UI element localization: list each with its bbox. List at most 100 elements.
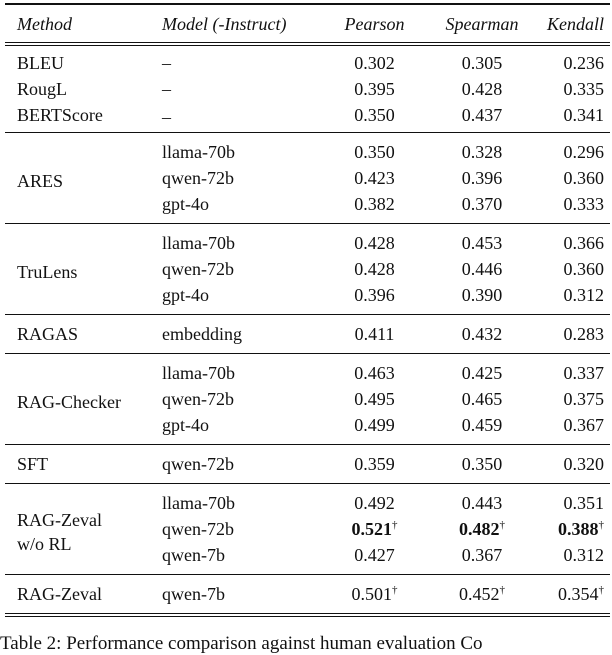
- method-cell: BLEU: [17, 53, 64, 73]
- model-cell: qwen-72b: [162, 168, 234, 188]
- method-line: w/o RL: [17, 534, 72, 554]
- kendall-cell: 0.236: [537, 44, 610, 76]
- pearson-value: 0.302: [354, 53, 395, 73]
- kendall-cell: 0.296: [537, 133, 610, 166]
- spearman-value: 0.432: [461, 324, 503, 344]
- table-row: qwen-72b 0.423 0.396 0.360: [5, 165, 610, 191]
- kendall-value: 0.351: [563, 493, 605, 513]
- spearman-value: 0.437: [461, 105, 503, 125]
- kendall-value: 0.312: [563, 285, 605, 305]
- pearson-cell: 0.350: [322, 102, 427, 133]
- spearman-value: 0.443: [461, 493, 503, 513]
- pearson-cell: 0.428: [322, 256, 427, 282]
- spearman-cell: 0.452†: [427, 575, 537, 616]
- header-method: Method: [5, 3, 162, 46]
- method-cell: RAG-Zeval w/o RL: [5, 484, 162, 575]
- table-group: RAG-Zeval w/o RL llama-70b 0.492 0.443 0.351 q…: [5, 483, 610, 575]
- table-row: RAGAS embedding 0.411 0.432 0.283: [5, 315, 610, 354]
- kendall-value: 0.360: [563, 168, 605, 188]
- pearson-value: 0.350: [354, 142, 395, 162]
- method-cell: ARES: [17, 171, 64, 191]
- spearman-cell: 0.390: [427, 282, 537, 315]
- spearman-cell: 0.305: [427, 44, 537, 76]
- method-cell: RAG-Checker: [17, 392, 121, 412]
- pearson-cell: 0.423: [322, 165, 427, 191]
- kendall-value: 0.388: [558, 519, 599, 539]
- table-row: qwen-72b 0.521† 0.482† 0.388†: [5, 516, 610, 542]
- pearson-value: 0.350: [354, 105, 395, 125]
- kendall-value: 0.367: [563, 415, 605, 435]
- kendall-cell: 0.283: [537, 315, 610, 354]
- spearman-value: 0.367: [461, 545, 503, 565]
- kendall-cell: 0.320: [537, 445, 610, 484]
- kendall-value: 0.366: [563, 233, 605, 253]
- model-cell: gpt-4o: [162, 415, 209, 435]
- spearman-cell: 0.396: [427, 165, 537, 191]
- kendall-cell: 0.312: [537, 282, 610, 315]
- spearman-value: 0.370: [461, 194, 503, 214]
- kendall-value: 0.312: [563, 545, 605, 565]
- table-group: SFT qwen-72b 0.359 0.350 0.320: [5, 444, 610, 484]
- model-cell: qwen-72b: [162, 259, 234, 279]
- pearson-value: 0.499: [354, 415, 395, 435]
- table-row: RAG-Zeval w/o RL llama-70b 0.492 0.443 0.351: [5, 484, 610, 554]
- spearman-value: 0.328: [461, 142, 503, 162]
- spearman-value: 0.350: [461, 454, 503, 474]
- results-table: Method Model (-Instruct) Pearson Spearma…: [5, 3, 610, 617]
- significance-mark: †: [392, 584, 398, 596]
- pearson-value: 0.501: [351, 584, 393, 604]
- kendall-cell: 0.341: [537, 102, 610, 133]
- spearman-value: 0.396: [461, 168, 503, 188]
- spearman-value: 0.453: [461, 233, 503, 253]
- significance-mark: †: [499, 519, 506, 531]
- kendall-cell: 0.335: [537, 76, 610, 102]
- spearman-value: 0.390: [461, 285, 503, 305]
- pearson-value: 0.427: [354, 545, 395, 565]
- kendall-cell: 0.333: [537, 191, 610, 224]
- pearson-value: 0.463: [354, 363, 395, 383]
- model-cell: –: [162, 53, 171, 73]
- table-row: gpt-4o 0.396 0.390 0.312: [5, 282, 610, 315]
- significance-mark: †: [392, 519, 398, 531]
- kendall-value: 0.341: [563, 105, 605, 125]
- model-cell: qwen-7b: [162, 545, 225, 565]
- header-spearman: Spearman: [427, 3, 537, 46]
- pearson-cell: 0.350: [322, 133, 427, 166]
- table-row: TruLens llama-70b 0.428 0.453 0.366: [5, 224, 610, 282]
- kendall-value: 0.335: [563, 79, 605, 99]
- method-cell: BERTScore: [17, 105, 103, 125]
- spearman-cell: 0.328: [427, 133, 537, 166]
- kendall-value: 0.236: [563, 53, 605, 73]
- spearman-cell: 0.465: [427, 386, 537, 412]
- model-cell: llama-70b: [162, 142, 235, 162]
- kendall-cell: 0.351: [537, 484, 610, 517]
- spearman-value: 0.428: [461, 79, 503, 99]
- table-row: BLEU – 0.302 0.305 0.236: [5, 44, 610, 76]
- kendall-value: 0.333: [563, 194, 605, 214]
- spearman-value: 0.305: [461, 53, 503, 73]
- table-group: ARES llama-70b 0.350 0.328 0.296 qwen-72b 0.42…: [5, 132, 610, 224]
- significance-mark: †: [598, 519, 605, 531]
- table-group: BLEU – 0.302 0.305 0.236 RougL – 0.395 0.428 0.33…: [5, 44, 610, 133]
- table-row: qwen-72b 0.428 0.446 0.360: [5, 256, 610, 282]
- pearson-value: 0.423: [354, 168, 395, 188]
- spearman-cell: 0.482†: [427, 516, 537, 542]
- model-cell: qwen-72b: [162, 454, 234, 474]
- method-cell: RougL: [17, 79, 68, 99]
- table-row: RAG-Zeval qwen-7b 0.501† 0.452† 0.354†: [5, 575, 610, 616]
- table-row: RAG-Checker llama-70b 0.463 0.425 0.337: [5, 354, 610, 412]
- model-cell: –: [162, 107, 171, 127]
- significance-mark: †: [499, 584, 506, 596]
- pearson-value: 0.492: [354, 493, 395, 513]
- method-cell: RAGAS: [17, 324, 79, 344]
- table-row: BERTScore – 0.350 0.437 0.341: [5, 102, 610, 133]
- kendall-cell: 0.375: [537, 386, 610, 412]
- spearman-cell: 0.443: [427, 484, 537, 517]
- kendall-value: 0.320: [563, 454, 605, 474]
- spearman-cell: 0.459: [427, 412, 537, 445]
- spearman-cell: 0.437: [427, 102, 537, 133]
- spearman-value: 0.482: [459, 519, 500, 539]
- kendall-cell: 0.312: [537, 542, 610, 575]
- spearman-cell: 0.367: [427, 542, 537, 575]
- kendall-cell: 0.366: [537, 224, 610, 257]
